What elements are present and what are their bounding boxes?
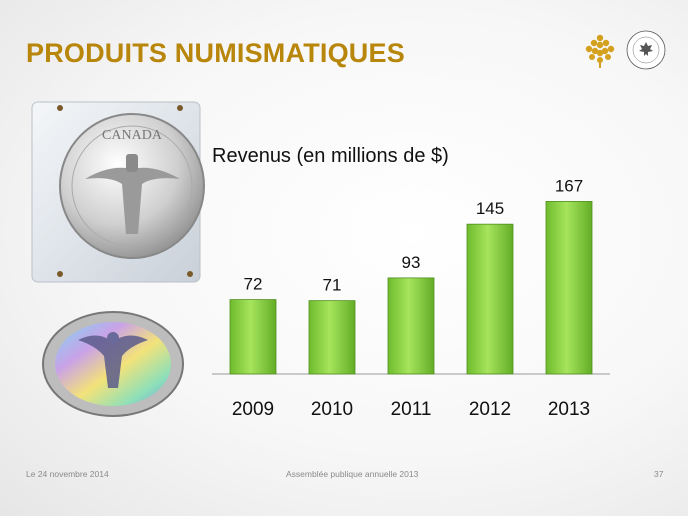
maple-leaf-mint-seal-icon <box>585 30 666 70</box>
data-label-2009: 72 <box>244 275 263 294</box>
data-label-2010: 71 <box>323 276 342 295</box>
chart-title: Revenus (en millions de $) <box>212 145 449 167</box>
x-tick-label-2011: 2011 <box>391 399 432 420</box>
data-label-2012: 145 <box>476 199 504 218</box>
bar-2011 <box>387 277 435 375</box>
footer-page-number: 37 <box>654 469 664 479</box>
footer-date: Le 24 novembre 2014 <box>26 469 109 479</box>
revenue-bar-chart: 72 2009 71 2010 93 2011 145 2012 167 2013 <box>212 176 610 420</box>
bar-2012 <box>466 223 514 375</box>
bar-2013 <box>545 201 593 375</box>
data-label-2011: 93 <box>402 253 421 272</box>
totem-coin-in-acrylic-icon: CANADA <box>31 101 205 283</box>
footer-event: Assemblée publique annuelle 2013 <box>286 469 419 479</box>
x-tick-label-2009: 2009 <box>232 399 274 420</box>
superman-hologram-coin-icon <box>42 311 184 417</box>
x-tick-label-2010: 2010 <box>311 399 353 420</box>
coin-country-text: CANADA <box>102 128 163 143</box>
data-label-2013: 167 <box>555 176 583 195</box>
x-tick-label-2012: 2012 <box>469 399 511 420</box>
slide-title: PRODUITS NUMISMATIQUES <box>26 38 405 68</box>
bar-2010 <box>308 300 356 375</box>
x-tick-label-2013: 2013 <box>548 399 590 420</box>
bar-2009 <box>229 299 277 375</box>
